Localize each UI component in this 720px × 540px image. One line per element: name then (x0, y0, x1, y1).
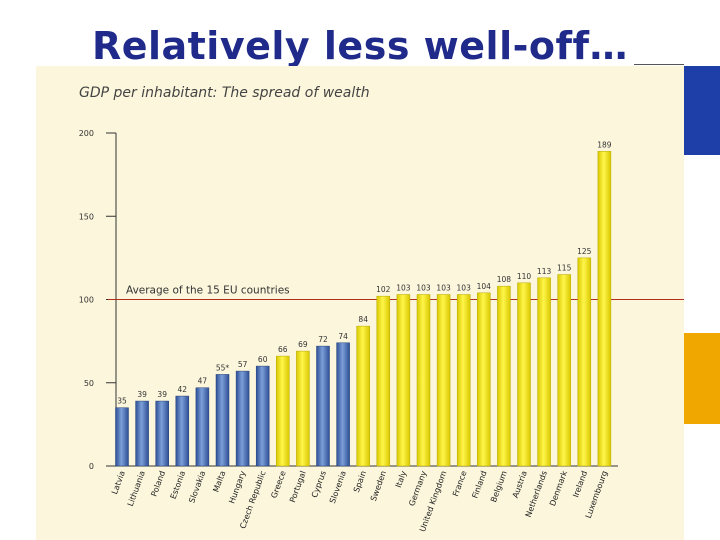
category-label: Spain (352, 470, 368, 494)
bar-value-label: 55* (216, 363, 230, 372)
bar-value-label: 66 (278, 345, 288, 354)
bar-value-label: 115 (557, 264, 572, 273)
bar-value-label: 189 (597, 140, 612, 149)
average-line-label: Average of the 15 EU countries (126, 285, 290, 297)
chart-panel: GDP per inhabitant: The spread of wealth… (36, 66, 684, 540)
bar-value-label: 39 (137, 390, 147, 399)
bar-malta (215, 374, 230, 467)
bar-value-label: 69 (298, 340, 308, 349)
category-label: Slovenia (328, 470, 348, 505)
bar-greece (276, 355, 290, 467)
category-label: Poland (149, 470, 167, 498)
y-tick-label: 200 (79, 129, 94, 138)
chart-title: GDP per inhabitant: The spread of wealth (79, 85, 370, 101)
bar-value-label: 104 (477, 282, 492, 291)
category-label: Italy (394, 469, 408, 489)
category-label: Estonia (169, 470, 188, 501)
bar-value-label: 57 (238, 360, 248, 369)
bar-value-label: 39 (157, 390, 167, 399)
bar-czech-republic (255, 365, 270, 467)
bar-value-label: 103 (457, 284, 472, 293)
bar-value-label: 47 (198, 377, 208, 386)
bar-value-label: 72 (318, 335, 328, 344)
bar-value-label: 102 (376, 285, 391, 294)
category-label: Austria (511, 470, 529, 500)
bar-slovenia (336, 342, 350, 467)
bar-germany (416, 294, 431, 467)
category-label: Lithuania (126, 470, 147, 508)
bar-sweden (376, 295, 391, 467)
bar-united-kingdom (436, 294, 451, 467)
category-label: Finland (470, 470, 488, 500)
bar-latvia (115, 407, 129, 467)
category-label: Netherlands (524, 470, 549, 519)
bar-value-label: 103 (416, 284, 431, 293)
y-tick-label: 0 (89, 462, 94, 471)
category-label: Cyprus (310, 470, 328, 499)
bar-poland (155, 400, 169, 467)
bar-lithuania (135, 400, 149, 467)
category-label: Sweden (369, 470, 388, 503)
category-label: Hungary (227, 469, 247, 504)
bar-portugal (296, 350, 310, 467)
bar-value-label: 125 (577, 247, 592, 256)
category-label: Portugal (288, 470, 308, 504)
category-label: Greece (269, 470, 287, 500)
category-label: Belgium (489, 469, 509, 503)
y-tick-label: 50 (84, 379, 94, 388)
category-label: Malta (211, 470, 227, 494)
bar-spain (356, 325, 370, 467)
bar-ireland (577, 257, 592, 467)
bar-austria (517, 282, 531, 467)
category-label: France (451, 470, 469, 498)
bars: 35 Latvia 39 Lithuania 39 Poland 42 Estonia 47 Sl… (110, 140, 612, 533)
category-label: Germany (407, 469, 428, 507)
y-tick-label: 150 (79, 212, 94, 221)
y-tick-label: 100 (79, 296, 94, 305)
bar-slovakia (195, 387, 210, 467)
bar-value-label: 84 (358, 315, 368, 324)
bar-italy (396, 294, 411, 467)
gdp-bar-chart: GDP per inhabitant: The spread of wealth… (79, 85, 684, 533)
bar-value-label: 108 (497, 275, 512, 284)
bar-value-label: 103 (436, 284, 451, 293)
bar-finland (477, 292, 491, 467)
bar-cyprus (316, 345, 330, 467)
bar-value-label: 35 (117, 397, 127, 406)
slide-title: Relatively less well-off… (91, 24, 629, 68)
bar-belgium (497, 285, 511, 467)
category-label: Slovakia (187, 470, 207, 505)
bar-estonia (175, 395, 190, 467)
bar-value-label: 60 (258, 355, 268, 364)
accent-block-blue (684, 66, 720, 155)
bar-value-label: 110 (517, 272, 532, 281)
accent-block-orange (684, 333, 720, 424)
category-label: Ireland (571, 470, 589, 499)
category-label: Latvia (110, 470, 127, 496)
bar-value-label: 74 (338, 332, 348, 341)
category-label: Luxembourg (584, 470, 610, 520)
bar-netherlands (537, 277, 551, 467)
bar-value-label: 42 (178, 385, 188, 394)
bar-france (456, 294, 471, 467)
bar-denmark (557, 274, 571, 467)
bar-luxembourg (597, 151, 612, 467)
bar-value-label: 113 (537, 267, 552, 276)
category-label: Denmark (548, 469, 569, 507)
bar-hungary (235, 370, 250, 467)
bar-value-label: 103 (396, 284, 411, 293)
title-underline (634, 64, 684, 65)
